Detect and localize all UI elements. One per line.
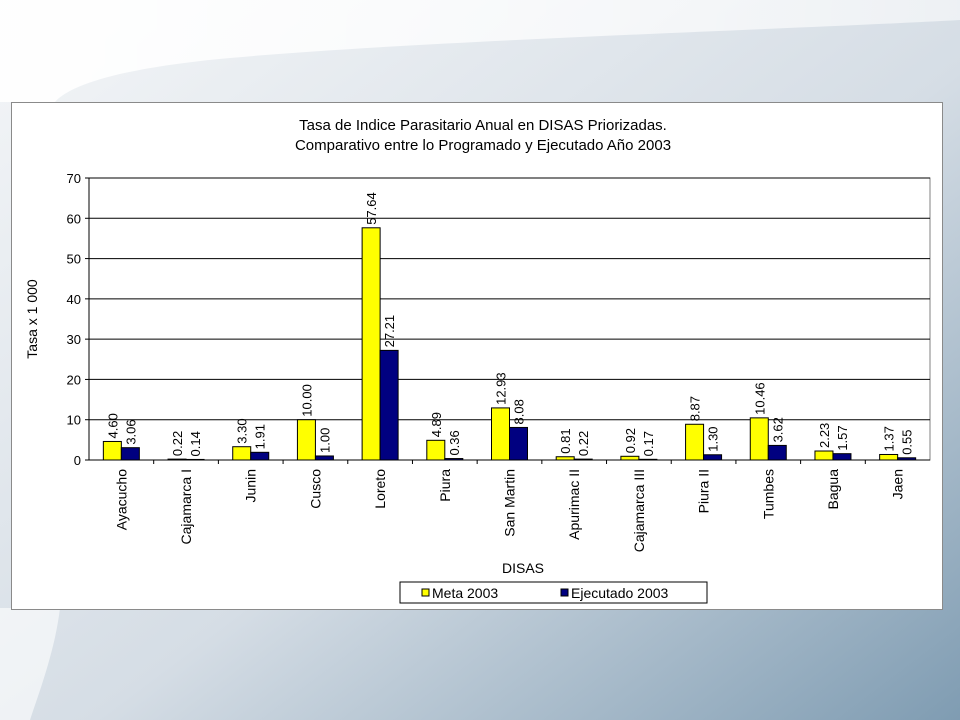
bar	[296, 419, 316, 461]
y-tick-label: 50	[67, 252, 81, 267]
x-tick-label: Cajamarca III	[631, 469, 647, 552]
data-label: 8.08	[512, 399, 527, 424]
data-label: 27.21	[382, 315, 397, 348]
data-label: 3.30	[235, 418, 250, 443]
bar	[361, 227, 381, 461]
x-tick-label: Tumbes	[760, 469, 776, 519]
data-label: 1.00	[317, 428, 332, 453]
bar	[814, 450, 834, 461]
bar-chart: Tasa de Indice Parasitario Anual en DISA…	[24, 117, 931, 604]
x-axis-title: DISAS	[502, 560, 544, 576]
background-swoosh	[0, 0, 960, 102]
data-label: 0.92	[623, 428, 638, 453]
x-tick-label: Piura	[437, 469, 453, 502]
bar	[314, 455, 334, 461]
data-label: 0.36	[447, 430, 462, 455]
data-label: 4.89	[429, 412, 444, 437]
data-label: 0.17	[641, 431, 656, 456]
data-label: 4.60	[105, 413, 120, 438]
bar	[620, 455, 640, 461]
x-tick-label: Cajamarca I	[178, 469, 194, 544]
data-label: 57.64	[364, 192, 379, 225]
bar	[250, 451, 270, 461]
data-label: 0.55	[900, 429, 915, 454]
legend: Meta 2003 Ejecutado 2003	[399, 581, 708, 604]
bar	[102, 440, 122, 461]
y-tick-label: 60	[67, 211, 81, 226]
bar	[685, 423, 705, 461]
legend-swatch-meta	[421, 588, 430, 597]
data-label: 0.14	[188, 431, 203, 456]
x-tick-label: Loreto	[372, 469, 388, 509]
y-tick-label: 40	[67, 292, 81, 307]
chart-subtitle: Comparativo entre lo Programado y Ejecut…	[295, 137, 671, 154]
chart-title: Tasa de Indice Parasitario Anual en DISA…	[299, 117, 667, 134]
data-label: 3.62	[770, 417, 785, 442]
x-tick-label: Cusco	[307, 469, 323, 509]
chart-panel: Tasa de Indice Parasitario Anual en DISA…	[11, 102, 943, 610]
legend-label-meta: Meta 2003	[432, 585, 498, 601]
bar	[426, 439, 446, 461]
bar	[832, 453, 852, 461]
data-label: 1.37	[882, 426, 897, 451]
bar	[120, 447, 140, 461]
x-tick-label: Apurimac II	[566, 469, 582, 540]
x-tick-label: Bagua	[825, 469, 841, 510]
x-tick-label: San Martin	[502, 469, 518, 537]
y-tick-label: 30	[67, 332, 81, 347]
x-tick-label: Ayacucho	[113, 469, 129, 530]
data-label: 1.57	[835, 425, 850, 450]
bar	[767, 444, 787, 461]
data-label: 1.91	[253, 424, 268, 449]
background-swoosh-lower	[0, 608, 60, 720]
data-label: 0.81	[558, 428, 573, 453]
data-label: 10.00	[299, 384, 314, 417]
x-tick-label: Piura II	[696, 469, 712, 513]
legend-label-ejecutado: Ejecutado 2003	[571, 585, 669, 601]
y-tick-label: 20	[67, 372, 81, 387]
legend-box	[399, 581, 708, 604]
bar	[749, 417, 769, 461]
bar	[879, 453, 899, 461]
y-axis-title: Tasa x 1 000	[24, 279, 40, 359]
bar	[491, 407, 510, 461]
y-tick-label: 0	[74, 453, 81, 468]
legend-swatch-ejecutado	[560, 588, 569, 597]
y-tick-label: 70	[67, 171, 81, 186]
bar	[379, 349, 399, 461]
x-tick-label: Junin	[243, 469, 259, 502]
y-tick-label: 10	[67, 413, 81, 428]
bar	[509, 426, 528, 461]
x-tick-label: Jaen	[890, 469, 906, 499]
data-label: 12.93	[494, 372, 509, 405]
data-label: 3.06	[123, 419, 138, 444]
bar	[232, 446, 252, 461]
data-label: 10.46	[752, 382, 767, 415]
data-label: 8.87	[688, 396, 703, 421]
bar	[703, 454, 723, 461]
data-label: 0.22	[170, 431, 185, 456]
data-label: 1.30	[706, 426, 721, 451]
data-label: 0.22	[576, 431, 591, 456]
data-label: 2.23	[817, 423, 832, 448]
